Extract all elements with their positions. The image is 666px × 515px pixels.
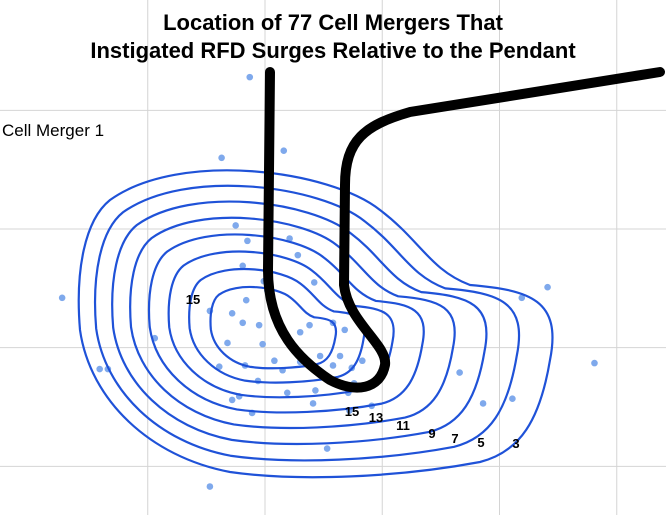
point <box>218 154 225 162</box>
point <box>244 237 251 245</box>
point <box>329 362 337 369</box>
point <box>271 357 278 365</box>
point <box>239 262 247 270</box>
chart-title: Instigated RFD Surges Relative to the Pe… <box>90 38 576 63</box>
contour-label: 7 <box>451 431 458 446</box>
point <box>286 235 293 242</box>
contour <box>77 169 554 479</box>
point <box>591 359 598 367</box>
contour <box>188 267 366 384</box>
point <box>224 339 231 347</box>
point <box>544 283 551 291</box>
point <box>215 363 223 370</box>
contour-label: 9 <box>428 426 435 441</box>
pendant-line <box>262 67 665 393</box>
point <box>296 328 304 336</box>
point <box>228 309 236 317</box>
point <box>310 279 318 286</box>
point <box>336 352 344 360</box>
contour <box>93 184 521 462</box>
point <box>239 319 247 327</box>
annotation: Cell Merger 1 <box>2 121 104 140</box>
point <box>259 340 266 348</box>
point <box>359 357 366 365</box>
point <box>283 389 291 397</box>
contour-label: 5 <box>477 435 484 450</box>
contour-label: 13 <box>369 410 383 425</box>
contour <box>129 216 456 430</box>
point <box>316 352 324 360</box>
point <box>509 395 516 403</box>
point <box>228 396 236 404</box>
contour-label: 11 <box>396 418 410 433</box>
point <box>242 296 250 304</box>
contour-label: 3 <box>512 436 519 451</box>
chart-title: Location of 77 Cell Mergers That <box>163 10 504 35</box>
point <box>294 251 302 259</box>
point <box>96 365 103 373</box>
point <box>206 483 214 490</box>
point <box>341 326 349 334</box>
point <box>246 73 254 81</box>
point <box>309 400 317 407</box>
contour <box>147 233 425 414</box>
contour <box>111 200 488 446</box>
contour-label: 15 <box>345 404 359 419</box>
point <box>306 321 313 329</box>
point <box>255 321 263 329</box>
point <box>280 147 288 155</box>
contours <box>77 169 554 479</box>
point <box>58 294 66 302</box>
contour <box>209 285 338 370</box>
point <box>518 294 526 302</box>
point <box>456 369 463 376</box>
point <box>312 387 319 394</box>
point <box>479 400 487 407</box>
contour-label: 15 <box>186 292 200 307</box>
point <box>232 222 239 229</box>
contour-labels: 15 15 13 11 9 7 5 3 <box>186 292 520 451</box>
point <box>323 445 331 452</box>
